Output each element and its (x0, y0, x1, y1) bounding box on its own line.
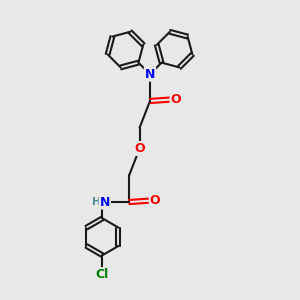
Text: Cl: Cl (96, 268, 109, 281)
Text: O: O (170, 93, 181, 106)
Text: N: N (145, 68, 155, 81)
Text: H: H (92, 197, 100, 207)
Text: O: O (134, 142, 145, 155)
Text: N: N (100, 196, 110, 208)
Text: O: O (150, 194, 160, 207)
